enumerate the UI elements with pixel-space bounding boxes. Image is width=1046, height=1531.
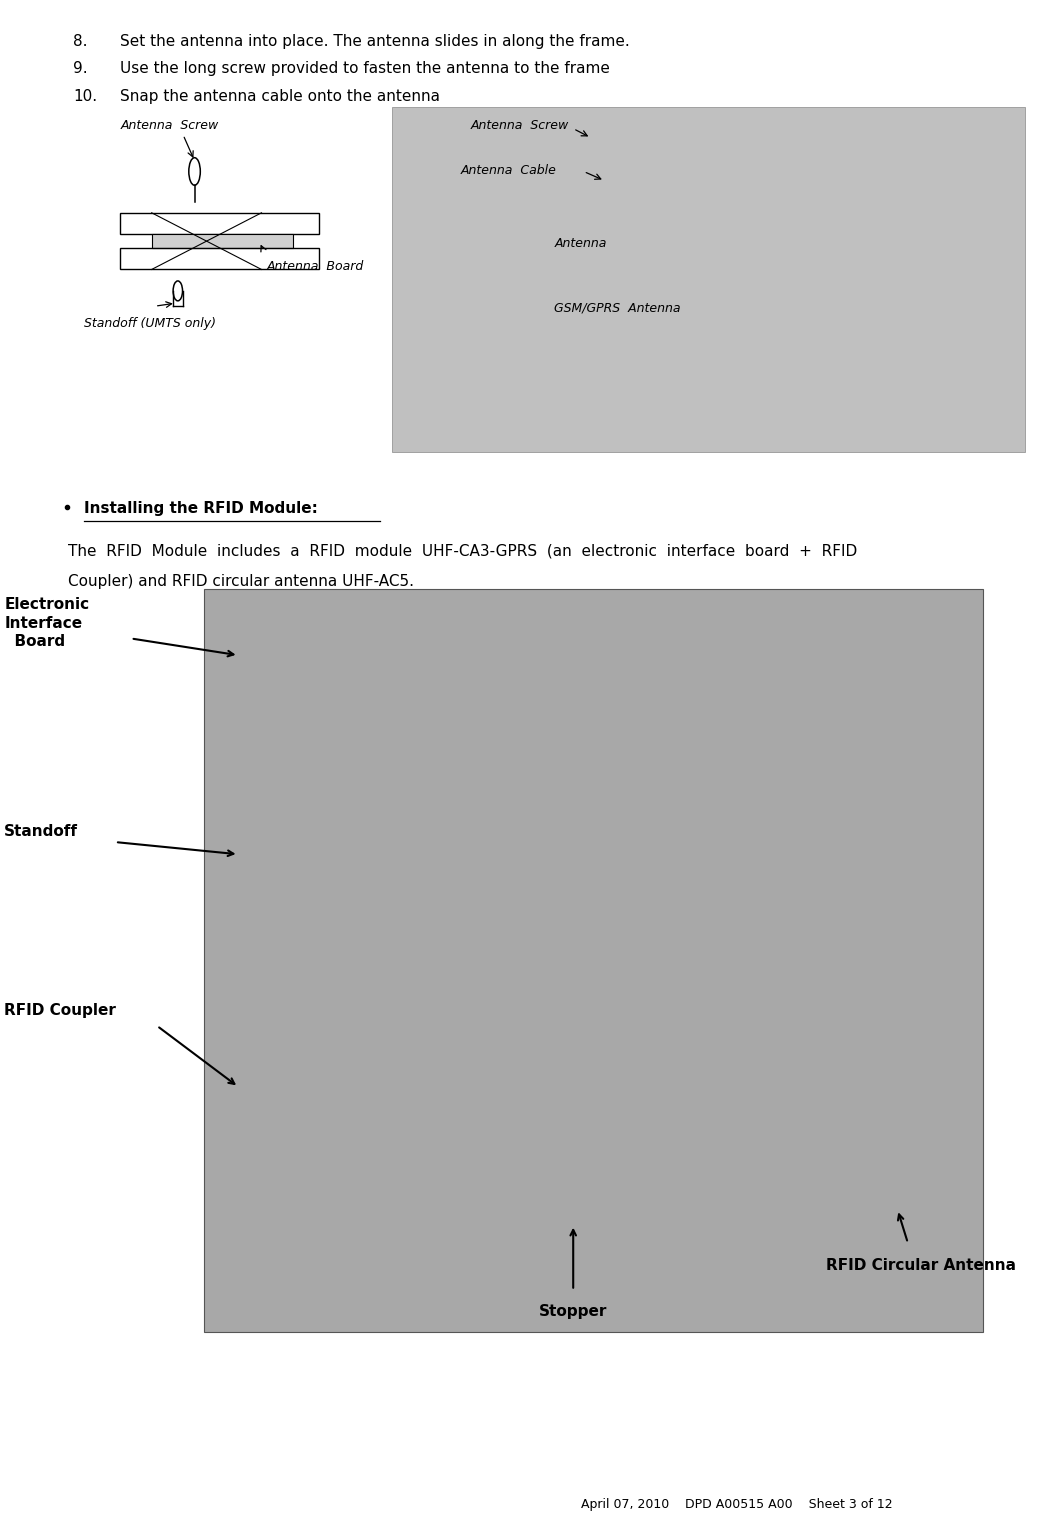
Text: Standoff: Standoff bbox=[4, 824, 78, 839]
Text: The  RFID  Module  includes  a  RFID  module  UHF-CA3-GPRS  (an  electronic  int: The RFID Module includes a RFID module U… bbox=[68, 544, 858, 559]
Text: Antenna  Cable: Antenna Cable bbox=[460, 164, 556, 176]
Text: DPD A00515 A00    Sheet 3 of 12: DPD A00515 A00 Sheet 3 of 12 bbox=[685, 1499, 892, 1511]
Text: 8.: 8. bbox=[73, 34, 88, 49]
Text: Stopper: Stopper bbox=[539, 1304, 607, 1320]
Polygon shape bbox=[152, 234, 293, 248]
Text: Antenna: Antenna bbox=[554, 237, 607, 250]
Text: Installing the RFID Module:: Installing the RFID Module: bbox=[84, 501, 318, 516]
Text: Antenna  Screw: Antenna Screw bbox=[120, 119, 219, 132]
Bar bbox=[63, 107, 382, 452]
Text: Use the long screw provided to fasten the antenna to the frame: Use the long screw provided to fasten th… bbox=[120, 61, 610, 77]
Text: April 07, 2010: April 07, 2010 bbox=[582, 1499, 669, 1511]
Text: Antenna  Board: Antenna Board bbox=[267, 260, 364, 273]
Text: Antenna  Screw: Antenna Screw bbox=[471, 119, 569, 132]
Bar bbox=[204, 589, 983, 1332]
Text: Snap the antenna cable onto the antenna: Snap the antenna cable onto the antenna bbox=[120, 89, 440, 104]
Bar bbox=[392, 107, 1025, 452]
Text: RFID Coupler: RFID Coupler bbox=[4, 1003, 116, 1018]
Text: Coupler) and RFID circular antenna UHF-AC5.: Coupler) and RFID circular antenna UHF-A… bbox=[68, 574, 414, 589]
Text: Electronic
Interface
  Board: Electronic Interface Board bbox=[4, 597, 89, 649]
Text: GSM/GPRS  Antenna: GSM/GPRS Antenna bbox=[554, 302, 681, 314]
Text: RFID Circular Antenna: RFID Circular Antenna bbox=[826, 1258, 1017, 1274]
Text: Standoff (UMTS only): Standoff (UMTS only) bbox=[84, 317, 215, 329]
Text: 9.: 9. bbox=[73, 61, 88, 77]
Text: 10.: 10. bbox=[73, 89, 97, 104]
Text: Set the antenna into place. The antenna slides in along the frame.: Set the antenna into place. The antenna … bbox=[120, 34, 630, 49]
